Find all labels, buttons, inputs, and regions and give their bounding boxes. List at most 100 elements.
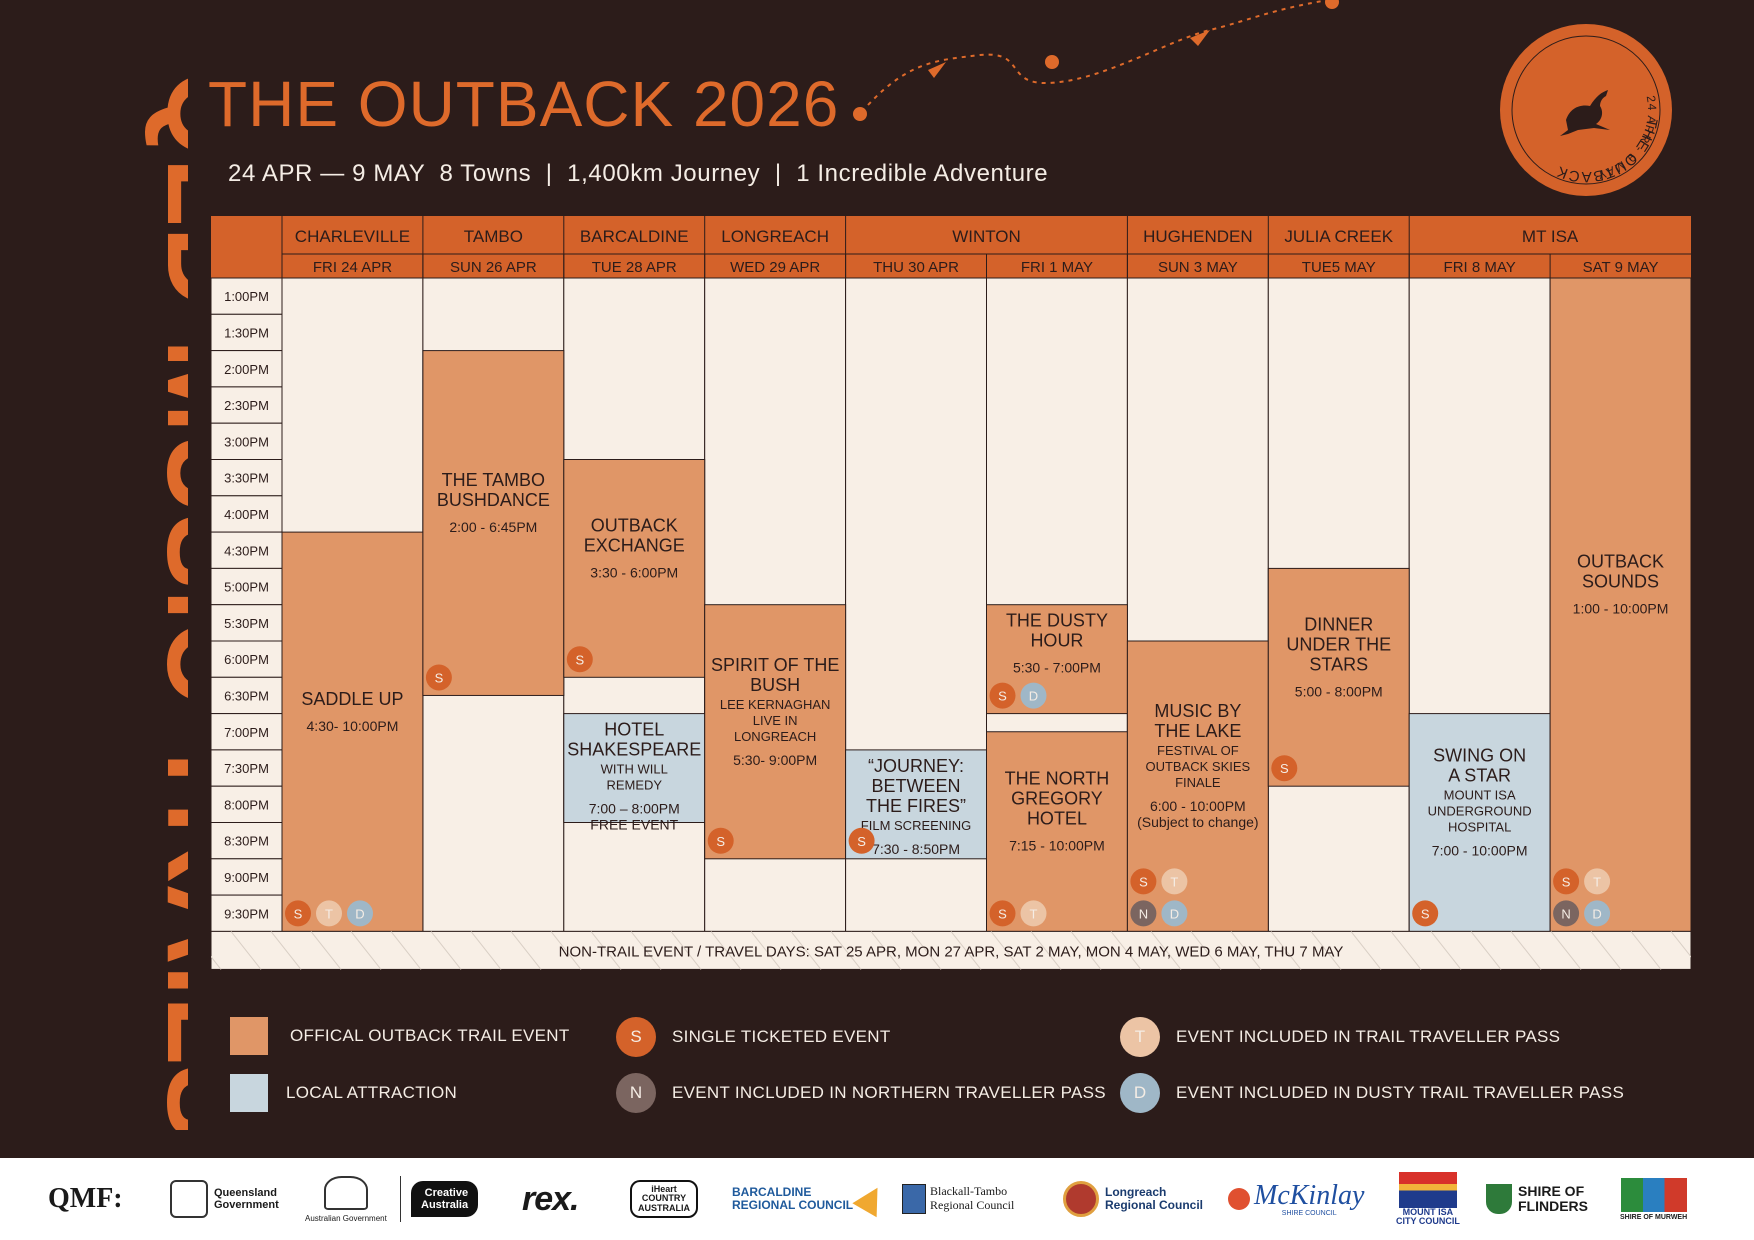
hatch-line: [950, 931, 982, 970]
event-title: THE NORTH: [1005, 769, 1110, 789]
travel-days-band: [211, 930, 1691, 970]
badge-letter: D: [1170, 906, 1179, 921]
hatch-line: [510, 931, 542, 970]
barcaldine-council-logo: BARCALDINE REGIONAL COUNCIL: [732, 1158, 890, 1240]
time-label: 6:30PM: [224, 688, 269, 703]
hatch-line: [350, 931, 382, 970]
event-title: STARS: [1309, 654, 1368, 674]
time-label: 2:00PM: [224, 362, 269, 377]
event-subtitle: LEE KERNAGHAN: [720, 697, 831, 712]
hatch-line: [1030, 931, 1062, 970]
time-slot: [211, 386, 283, 424]
badge-n-icon: [1130, 900, 1157, 927]
badge-letter: T: [1593, 874, 1601, 889]
time-slot: [211, 422, 283, 460]
time-label: 9:00PM: [224, 870, 269, 885]
legend-trail-pass-label: EVENT INCLUDED IN TRAIL TRAVELLER PASS: [1176, 1027, 1561, 1046]
hatch-line: [1310, 931, 1342, 970]
badge-letter: S: [716, 834, 725, 849]
badge-s-icon: [285, 900, 311, 927]
event-title: HOUR: [1030, 631, 1083, 651]
hatch-line: [910, 931, 942, 970]
kangaroo-icon: [1560, 90, 1610, 136]
hatch-line: [1150, 931, 1182, 970]
time-label: 5:30PM: [224, 616, 269, 631]
badge-d-icon: [1161, 900, 1188, 927]
badge-letter: S: [1280, 761, 1289, 776]
hatch-line: [750, 931, 782, 970]
event-time: 5:30 - 7:00PM: [1013, 660, 1101, 676]
event-block: [1408, 713, 1551, 932]
event-subtitle: HOSPITAL: [1448, 820, 1511, 835]
hatch-line: [990, 931, 1022, 970]
badge-s-icon: [989, 682, 1016, 709]
badge-s-icon: [425, 664, 452, 691]
legend-single-ticketed: S SINGLE TICKETED EVENT: [616, 1017, 891, 1057]
event-title: A STAR: [1448, 766, 1511, 786]
legend-northern-pass: N EVENT INCLUDED IN NORTHERN TRAVELLER P…: [616, 1073, 1106, 1113]
time-slot: [211, 567, 283, 606]
hatch-line: [470, 931, 502, 970]
event-block: [563, 459, 706, 678]
time-label: 6:00PM: [224, 652, 269, 667]
badge-d-icon: [1584, 900, 1611, 927]
shield-icon: [902, 1184, 926, 1214]
town-header-mt-isa: MT ISA: [1522, 227, 1579, 246]
event-subtitle: LONGREACH: [734, 729, 816, 744]
town-header-charleville: CHARLEVILLE: [295, 227, 410, 246]
time-label: 7:30PM: [224, 761, 269, 776]
event-time: 3:30 - 6:00PM: [590, 564, 678, 580]
town-header-winton: WINTON: [952, 227, 1021, 246]
hatch-line: [1630, 931, 1662, 970]
event-time: 1:00 - 10:00PM: [1573, 601, 1669, 617]
time-label: 3:00PM: [224, 434, 269, 449]
side-brand-title: QLD MUSIC TRAILS: [142, 70, 188, 1130]
trail-event-swatch: [230, 1017, 268, 1055]
shire-of-flinders-logo: SHIRE OF FLINDERS: [1486, 1158, 1588, 1240]
legend-dusty-pass: D EVENT INCLUDED IN DUSTY TRAIL TRAVELLE…: [1120, 1073, 1624, 1113]
event-subtitle: OUTBACK SKIES: [1145, 759, 1250, 774]
event-block: [563, 713, 706, 824]
flinders-shield-icon: [1486, 1184, 1512, 1214]
rex-logo: rex.: [522, 1179, 579, 1218]
badge-letter: S: [1421, 906, 1430, 921]
date-header: SAT 9 MAY: [1583, 259, 1659, 276]
time-label: 1:00PM: [224, 289, 269, 304]
event-time: FREE EVENT: [590, 817, 678, 833]
event-block: [704, 604, 847, 860]
event-time: 6:00 - 10:00PM: [1150, 798, 1246, 814]
badge-t-icon: [1584, 868, 1611, 895]
badge-letter: S: [1139, 874, 1148, 889]
shire-of-murweh-logo: SHIRE OF MURWEH: [1620, 1158, 1687, 1240]
event-block: [1549, 277, 1691, 932]
event-title: THE LAKE: [1154, 721, 1241, 741]
qmf-logo: QMF:: [48, 1183, 123, 1214]
event-block: [422, 350, 565, 696]
hatch-line: [1430, 931, 1462, 970]
hatch-line: [790, 931, 822, 970]
event-time: 4:30- 10:00PM: [307, 718, 399, 734]
event-block: [281, 531, 424, 932]
crest-icon: [170, 1180, 208, 1218]
badge-letter: T: [1170, 874, 1178, 889]
rays-icon: [852, 1180, 890, 1218]
event-subtitle: WITH WILL: [601, 762, 668, 777]
date-header: TUE 28 APR: [592, 259, 677, 276]
event-title: GREGORY: [1011, 789, 1103, 809]
hatch-line: [1470, 931, 1502, 970]
hatch-line: [1390, 931, 1422, 970]
mount-isa-flag-icon: [1398, 1172, 1457, 1208]
hatch-line: [630, 931, 662, 970]
event-title: HOTEL: [1027, 809, 1087, 829]
event-time: 2:00 - 6:45PM: [449, 519, 537, 535]
badge-n-icon: [1553, 900, 1580, 927]
badge-d-icon: D: [1120, 1073, 1160, 1113]
side-brand-logo: QLD MUSIC TRAILS: [142, 70, 188, 1130]
badge-letter: S: [435, 670, 444, 685]
hatch-line: [1510, 931, 1542, 970]
time-slot: [211, 640, 283, 678]
date-header: FRI 8 MAY: [1444, 259, 1516, 276]
badge-s-icon: [1412, 900, 1439, 927]
mount-isa-council-logo: MOUNT ISA CITY COUNCIL: [1396, 1158, 1460, 1240]
hatch-line: [230, 931, 262, 970]
